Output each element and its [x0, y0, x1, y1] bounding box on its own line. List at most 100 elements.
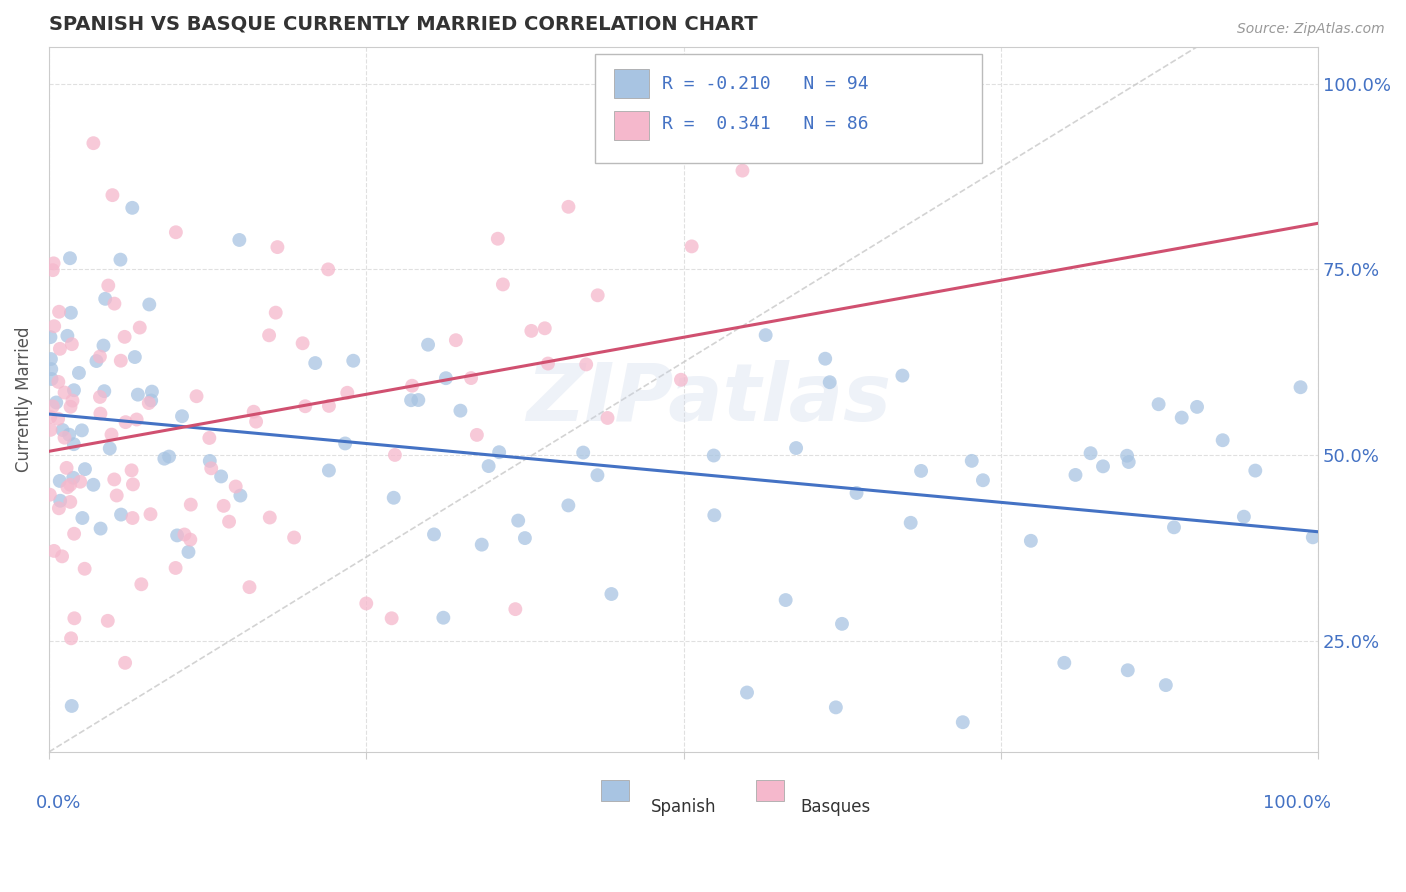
Text: 100.0%: 100.0% — [1263, 794, 1331, 813]
Spanish — [1170, 410, 1192, 425]
Bar — [614, 111, 650, 140]
Basques — [60, 337, 83, 351]
Basques — [62, 393, 84, 408]
Spanish — [228, 233, 250, 247]
Basques — [103, 296, 125, 310]
Basques — [121, 511, 143, 525]
Basques — [51, 549, 73, 564]
Basques — [165, 561, 187, 575]
Basques — [55, 461, 77, 475]
Basques — [238, 580, 260, 594]
FancyBboxPatch shape — [595, 54, 981, 163]
Spanish — [56, 328, 79, 343]
Basques — [200, 461, 222, 475]
Basques — [42, 263, 65, 277]
Spanish — [900, 516, 922, 530]
Basques — [63, 611, 86, 625]
Spanish — [93, 338, 115, 352]
Spanish — [399, 393, 422, 408]
Basques — [110, 353, 132, 368]
Spanish — [141, 384, 163, 399]
Basques — [114, 415, 136, 429]
Basques — [218, 515, 240, 529]
Basques — [505, 602, 527, 616]
Basques — [59, 477, 82, 491]
Spanish — [1244, 464, 1267, 478]
Spanish — [1154, 678, 1177, 692]
Spanish — [141, 393, 163, 408]
Basques — [318, 399, 340, 413]
Basques — [460, 371, 482, 385]
Basques — [179, 533, 201, 547]
Spanish — [416, 337, 439, 351]
Spanish — [1116, 449, 1139, 463]
Spanish — [703, 449, 725, 463]
Basques — [128, 320, 150, 334]
Basques — [492, 277, 515, 292]
Spanish — [62, 437, 84, 451]
Basques — [73, 562, 96, 576]
Spanish — [121, 201, 143, 215]
Spanish — [1064, 467, 1087, 482]
Basques — [39, 409, 62, 424]
Basques — [180, 498, 202, 512]
Spanish — [73, 462, 96, 476]
Spanish — [1163, 520, 1185, 534]
Spanish — [63, 383, 86, 397]
Spanish — [382, 491, 405, 505]
Spanish — [1091, 459, 1114, 474]
Spanish — [110, 252, 132, 267]
Basques — [731, 163, 754, 178]
Spanish — [703, 508, 725, 523]
Basques — [257, 328, 280, 343]
Basques — [42, 256, 65, 270]
Basques — [131, 577, 153, 591]
Basques — [557, 200, 579, 214]
Spanish — [58, 427, 80, 442]
Spanish — [170, 409, 193, 424]
Spanish — [755, 328, 778, 343]
Spanish — [818, 375, 841, 389]
Basques — [125, 412, 148, 426]
Spanish — [557, 499, 579, 513]
Spanish — [952, 715, 974, 730]
Spanish — [1289, 380, 1312, 394]
Basques — [533, 321, 555, 335]
Spanish — [432, 611, 454, 625]
Basques — [53, 431, 76, 445]
Spanish — [845, 486, 868, 500]
Text: ZIPatlas: ZIPatlas — [526, 360, 891, 438]
Spanish — [124, 350, 146, 364]
Basques — [97, 614, 120, 628]
Basques — [69, 475, 91, 489]
Spanish — [1302, 530, 1324, 544]
Basques — [101, 188, 124, 202]
Spanish — [166, 528, 188, 542]
Basques — [82, 136, 104, 151]
Spanish — [157, 450, 180, 464]
Text: Basques: Basques — [801, 797, 870, 816]
Spanish — [72, 511, 94, 525]
Basques — [59, 400, 82, 414]
Basques — [381, 611, 404, 625]
Spanish — [48, 474, 70, 488]
Bar — [614, 69, 650, 98]
Spanish — [82, 477, 104, 491]
Basques — [198, 431, 221, 445]
Text: R = -0.210   N = 94: R = -0.210 N = 94 — [662, 75, 869, 93]
Spanish — [304, 356, 326, 370]
Basques — [42, 400, 65, 414]
Basques — [89, 350, 111, 364]
Spanish — [434, 371, 457, 385]
Basques — [48, 501, 70, 516]
Spanish — [891, 368, 914, 383]
Spanish — [1233, 509, 1256, 524]
Basques — [283, 531, 305, 545]
Spanish — [209, 469, 232, 483]
Basques — [356, 597, 378, 611]
Basques — [122, 477, 145, 491]
Basques — [100, 427, 122, 442]
Basques — [105, 488, 128, 502]
Basques — [384, 448, 406, 462]
Spanish — [70, 423, 93, 437]
